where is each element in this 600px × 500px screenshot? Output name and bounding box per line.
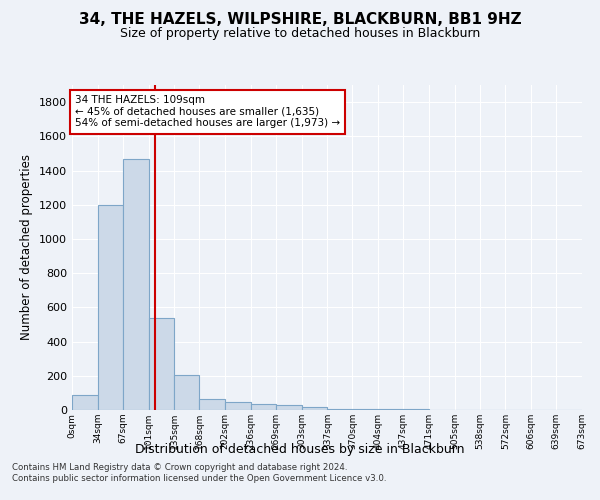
Bar: [72, 394, 98, 410]
Bar: [149, 318, 175, 410]
Text: Distribution of detached houses by size in Blackburn: Distribution of detached houses by size …: [135, 442, 465, 456]
Bar: [276, 405, 302, 410]
Bar: [175, 375, 199, 410]
Bar: [123, 158, 149, 410]
Bar: [199, 399, 225, 410]
Bar: [98, 204, 123, 410]
Text: Size of property relative to detached houses in Blackburn: Size of property relative to detached ho…: [120, 28, 480, 40]
Text: Contains public sector information licensed under the Open Government Licence v3: Contains public sector information licen…: [12, 474, 386, 483]
Bar: [352, 409, 378, 410]
Text: 34 THE HAZELS: 109sqm
← 45% of detached houses are smaller (1,635)
54% of semi-d: 34 THE HAZELS: 109sqm ← 45% of detached …: [75, 96, 340, 128]
Bar: [328, 408, 352, 410]
Text: 34, THE HAZELS, WILPSHIRE, BLACKBURN, BB1 9HZ: 34, THE HAZELS, WILPSHIRE, BLACKBURN, BB…: [79, 12, 521, 28]
Bar: [302, 408, 328, 410]
Bar: [225, 402, 251, 410]
Y-axis label: Number of detached properties: Number of detached properties: [20, 154, 34, 340]
Bar: [251, 404, 276, 410]
Text: Contains HM Land Registry data © Crown copyright and database right 2024.: Contains HM Land Registry data © Crown c…: [12, 462, 347, 471]
